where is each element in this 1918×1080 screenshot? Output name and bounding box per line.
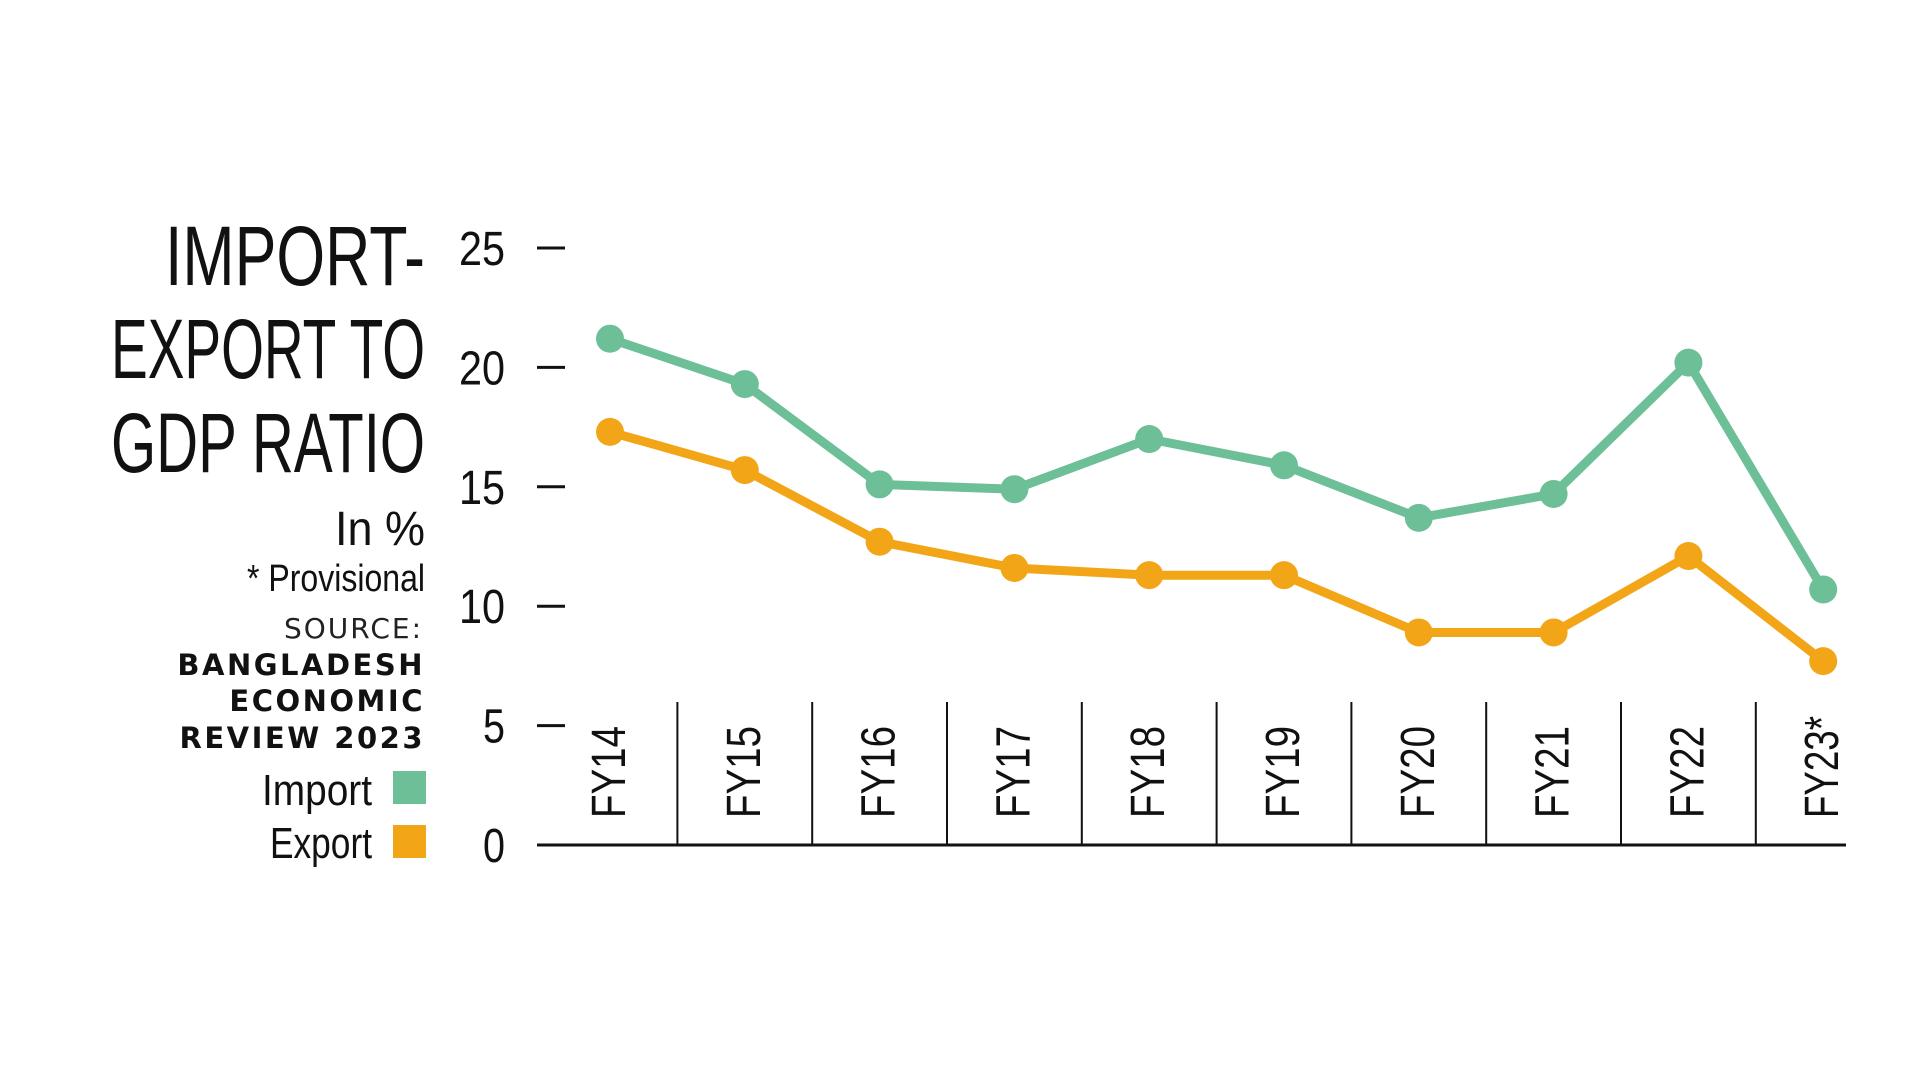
x-tick-label: FY23*: [1796, 716, 1849, 818]
unit-note: In %: [335, 503, 425, 556]
y-tick-label: 25: [459, 223, 505, 276]
data-point-export: [1135, 561, 1164, 590]
legend-label-export: Export: [270, 819, 372, 868]
title-line-2: EXPORT TO: [111, 302, 425, 396]
data-point-export: [1270, 561, 1298, 590]
x-tick-label: FY14: [583, 726, 636, 818]
data-point-import: [1135, 425, 1164, 454]
series-line-import: [605, 334, 1828, 594]
data-point-import: [1000, 475, 1029, 504]
series-layer: [596, 324, 1838, 676]
data-point-import: [1270, 451, 1298, 480]
data-point-export: [865, 527, 894, 556]
series-export: [596, 417, 1838, 676]
source-line-2: ECONOMIC: [229, 684, 425, 718]
y-axis: 0 5 10 15 20 25: [459, 223, 565, 873]
y-tick-label: 0: [483, 820, 505, 873]
legend-swatch-import: [393, 771, 426, 804]
y-tick-label: 15: [459, 462, 505, 515]
x-tick-label: FY16: [853, 726, 906, 818]
x-tick-label: FY17: [987, 726, 1040, 818]
source-line-3: REVIEW 2023: [180, 721, 425, 755]
data-point-export: [1809, 647, 1838, 676]
legend-swatch-export: [393, 825, 426, 858]
x-tick-label: FY18: [1122, 726, 1175, 818]
data-point-export: [596, 417, 624, 446]
x-tick-label: FY15: [718, 726, 771, 818]
data-point-import: [1404, 503, 1433, 532]
legend: Import Export: [262, 766, 426, 868]
provisional-note: * Provisional: [247, 558, 425, 600]
legend-label-import: Import: [262, 766, 372, 815]
data-point-export: [1674, 542, 1703, 571]
data-point-import: [730, 370, 759, 399]
x-axis: FY14 FY15 FY16 FY17 FY18 FY19 FY20 FY21 FY22 FY23…: [537, 702, 1849, 847]
data-point-export: [1539, 618, 1568, 647]
x-tick-label: FY19: [1257, 726, 1310, 818]
chart-title: IMPORT- EXPORT TO GDP RATIO: [111, 209, 425, 490]
y-tick-label: 20: [459, 342, 505, 395]
x-tick-label: FY21: [1527, 726, 1580, 818]
series-import: [596, 324, 1838, 604]
title-line-3: GDP RATIO: [111, 396, 425, 490]
y-tick-label: 10: [459, 581, 505, 634]
data-point-import: [1539, 479, 1568, 508]
source-line-1: BANGLADESH: [177, 648, 425, 682]
data-point-import: [596, 324, 624, 353]
series-line-export: [605, 427, 1828, 666]
data-point-export: [730, 456, 759, 485]
x-tick-label: FY20: [1392, 726, 1445, 818]
data-point-import: [865, 470, 894, 499]
y-tick-label: 5: [483, 701, 505, 754]
data-point-import: [1674, 348, 1703, 377]
x-tick-label: FY22: [1661, 726, 1714, 818]
data-point-export: [1404, 618, 1433, 647]
data-point-import: [1809, 575, 1838, 604]
title-line-1: IMPORT-: [165, 209, 425, 303]
source-label: SOURCE:: [284, 612, 423, 645]
data-point-export: [1000, 553, 1029, 582]
